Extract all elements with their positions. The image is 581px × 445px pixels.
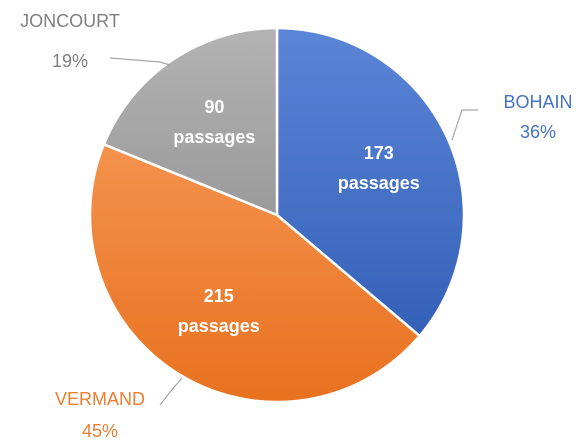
percentage-label: 45% xyxy=(82,421,118,441)
percentage-label: 19% xyxy=(52,51,88,71)
category-label: BOHAIN xyxy=(503,92,572,112)
category-label: VERMAND xyxy=(55,389,145,409)
value-label-line: passages xyxy=(338,173,420,193)
leader-line xyxy=(159,377,183,406)
percentage-label: 36% xyxy=(520,122,556,142)
pie-slice xyxy=(275,26,466,338)
value-label-line: 173 xyxy=(364,143,394,163)
value-label-line: passages xyxy=(173,127,255,147)
category-label: JONCOURT xyxy=(20,11,120,31)
value-label: 90 passages xyxy=(173,97,255,147)
pie-slice xyxy=(88,142,422,404)
value-label-line: passages xyxy=(178,316,260,336)
value-label-line: 90 xyxy=(204,97,224,117)
leader-line xyxy=(109,57,171,66)
pie-slice xyxy=(102,26,279,217)
leader-line xyxy=(451,109,478,141)
value-label: 215 passages xyxy=(178,286,260,336)
value-label-line: 215 xyxy=(204,286,234,306)
value-label: 173 passages xyxy=(338,143,420,193)
